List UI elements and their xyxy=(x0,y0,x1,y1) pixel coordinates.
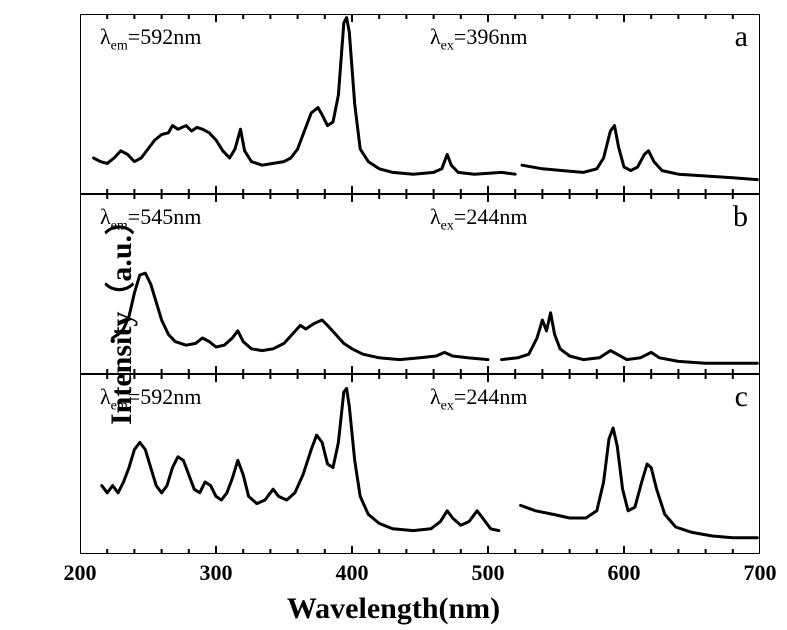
sub-ex-c: ex xyxy=(441,398,454,413)
plot-area: λem=592nm λex=396nm a λem=545nm λex=244n… xyxy=(80,14,760,554)
panel-c: λem=592nm λex=244nm c xyxy=(80,374,760,554)
em-val-b: 545nm xyxy=(140,204,201,229)
ex-val-c: 244nm xyxy=(466,384,527,409)
sub-em-a: em xyxy=(111,38,128,53)
panel-b-letter: b xyxy=(733,200,748,234)
panel-b-ex-annot: λex=244nm xyxy=(430,204,527,234)
panel-b: λem=545nm λex=244nm b xyxy=(80,194,760,374)
panel-b-em-annot: λem=545nm xyxy=(100,204,201,234)
em-val-a: 592nm xyxy=(140,24,201,49)
spectra-figure: Intensity（a.u.） λem=592nm λex=396nm a λe… xyxy=(0,0,787,630)
panel-a: λem=592nm λex=396nm a xyxy=(80,14,760,194)
x-tick-label: 400 xyxy=(336,560,369,586)
ex-val-b: 244nm xyxy=(466,204,527,229)
panel-c-ex-annot: λex=244nm xyxy=(430,384,527,414)
panel-a-letter: a xyxy=(735,20,748,54)
x-axis-label: Wavelength(nm) xyxy=(287,592,500,626)
x-tick-label: 300 xyxy=(200,560,233,586)
em-val-c: 592nm xyxy=(140,384,201,409)
x-tick-label: 200 xyxy=(64,560,97,586)
sub-em-b: em xyxy=(111,218,128,233)
panel-a-ex-annot: λex=396nm xyxy=(430,24,527,54)
x-tick-label: 500 xyxy=(472,560,505,586)
x-tick-labels: 200300400500600700 xyxy=(80,560,760,590)
sub-ex-b: ex xyxy=(441,218,454,233)
sub-em-c: em xyxy=(111,398,128,413)
panel-c-letter: c xyxy=(735,380,748,414)
panel-a-em-annot: λem=592nm xyxy=(100,24,201,54)
sub-ex-a: ex xyxy=(441,38,454,53)
panel-c-em-annot: λem=592nm xyxy=(100,384,201,414)
x-tick-label: 600 xyxy=(608,560,641,586)
ex-val-a: 396nm xyxy=(466,24,527,49)
x-tick-label: 700 xyxy=(744,560,777,586)
